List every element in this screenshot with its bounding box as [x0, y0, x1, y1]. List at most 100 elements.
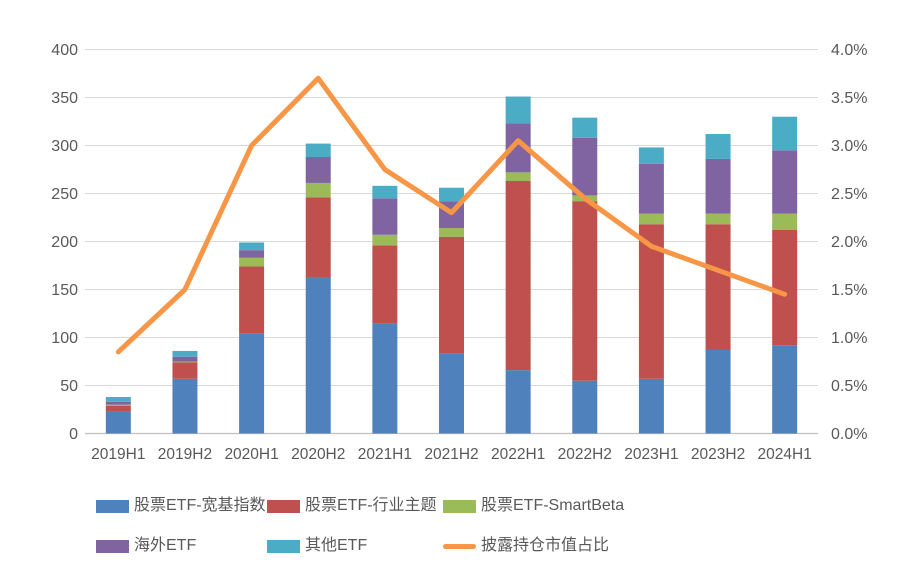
left-axis-tick-label: 200 [51, 234, 78, 251]
legend-row: 股票ETF-宽基指数 股票ETF-行业主题 股票ETF-SmartBeta [0, 488, 916, 528]
bar-segment [638, 213, 664, 225]
legend-item: 股票ETF-宽基指数 [96, 496, 266, 516]
bar-segment [772, 213, 798, 230]
x-axis-category-label: 2019H1 [91, 446, 145, 463]
left-axis-tick-label: 100 [51, 330, 78, 347]
bar-segment [439, 353, 464, 434]
bar-segment [105, 404, 131, 406]
bar-segment [705, 213, 731, 225]
legend-label: 海外ETF [134, 537, 197, 554]
x-axis-category-label: 2020H1 [224, 446, 278, 463]
legend-label: 披露持仓市值占比 [481, 537, 610, 554]
right-axis-tick-label: 4.0% [831, 42, 867, 59]
legend-item: 股票ETF-SmartBeta [443, 496, 624, 516]
bar-segment [772, 116, 798, 151]
bar-segment [305, 197, 331, 278]
bar-segment [305, 157, 331, 183]
bar-segment [239, 250, 265, 258]
x-axis-category-label: 2021H2 [424, 446, 478, 463]
bar-segment [638, 163, 664, 214]
right-axis-tick-label: 0.5% [831, 378, 867, 395]
left-axis-tick-label: 250 [51, 186, 78, 203]
bar-segment [105, 411, 131, 434]
bar-segment [372, 234, 398, 246]
chart-legend: 股票ETF-宽基指数 股票ETF-行业主题 股票ETF-SmartBeta 海外ETF… [0, 488, 916, 568]
legend-color-swatch-icon [96, 539, 129, 553]
right-axis-tick-label: 1.5% [831, 282, 867, 299]
right-axis-tick-label: 3.0% [831, 138, 867, 155]
x-axis-category-label: 2019H2 [158, 446, 212, 463]
right-axis-tick-label: 3.5% [831, 90, 867, 107]
x-axis-category-label: 2024H1 [758, 446, 812, 463]
left-axis-tick-label: 300 [51, 138, 78, 155]
x-axis-category-label: 2022H2 [558, 446, 612, 463]
x-axis-category-label: 2023H1 [624, 446, 678, 463]
bar-segment [372, 323, 398, 434]
legend-item: 其他ETF [267, 536, 367, 556]
bar-segment [239, 266, 265, 334]
bar-segment [505, 96, 531, 124]
legend-color-swatch-icon [267, 499, 300, 513]
bar-segment [572, 137, 598, 196]
bar-segment [638, 147, 664, 164]
bar-segment [372, 185, 398, 199]
bar-segment [505, 370, 531, 434]
bar-segment [705, 133, 731, 159]
bar-segment [638, 378, 664, 434]
left-axis-tick-label: 350 [51, 90, 78, 107]
legend-line-marker-icon [443, 543, 476, 549]
bar-segment [239, 257, 265, 267]
left-axis-tick-label: 400 [51, 42, 78, 59]
legend-color-swatch-icon [267, 539, 300, 553]
bar-segment [305, 143, 331, 158]
bar-segment [705, 158, 731, 214]
bar-segment [572, 117, 598, 138]
bar-segment [172, 350, 198, 357]
left-axis-tick-label: 0 [69, 426, 78, 443]
bar-segment [439, 236, 464, 354]
bar-segment [439, 228, 464, 237]
right-axis-tick-label: 1.0% [831, 330, 867, 347]
legend-item: 股票ETF-行业主题 [267, 496, 437, 516]
bar-segment [105, 405, 131, 412]
line-series [115, 75, 788, 355]
right-axis-tick-label: 2.5% [831, 186, 867, 203]
bar-segment [705, 349, 731, 434]
x-axis-category-label: 2021H1 [358, 446, 412, 463]
legend-label: 其他ETF [305, 537, 368, 554]
bar-segment [305, 182, 331, 198]
bar-segment [239, 242, 265, 251]
bar-segment [105, 401, 131, 405]
left-axis-tick-label: 150 [51, 282, 78, 299]
legend-color-swatch-icon [96, 499, 129, 513]
right-axis-tick-label: 0.0% [831, 426, 867, 443]
bar-segment [105, 397, 131, 402]
chart-canvas: 0 50 100 150 200 250 300 350 400 0.0% 0.5% 1.0% 1.5%… [51, 42, 867, 463]
bar-segment [305, 277, 331, 434]
right-axis-tick-label: 2.0% [831, 234, 867, 251]
legend-row: 海外ETF 其他ETF 披露持仓市值占比 [0, 528, 916, 568]
legend-label: 股票ETF-宽基指数 [134, 497, 266, 514]
bar-segment [705, 224, 731, 350]
bar-segment [239, 333, 265, 434]
bar-segment [772, 150, 798, 214]
legend-label: 股票ETF-行业主题 [305, 497, 437, 514]
bar-segment [439, 187, 464, 202]
bar-segment [172, 356, 198, 362]
bar-segment [172, 378, 198, 434]
bar-segment [505, 181, 531, 371]
x-axis-category-label: 2022H1 [491, 446, 545, 463]
legend-label: 股票ETF-SmartBeta [481, 497, 625, 514]
bar-segment [172, 362, 198, 379]
x-axis-category-label: 2020H2 [291, 446, 345, 463]
bar-segment [372, 198, 398, 235]
legend-item: 海外ETF [96, 536, 196, 556]
left-axis-tick-label: 50 [60, 378, 78, 395]
bar-segment [172, 361, 198, 363]
bar-segment [772, 345, 798, 434]
bar-segment [572, 380, 598, 434]
bar-segment [372, 245, 398, 324]
legend-color-swatch-icon [443, 499, 476, 513]
bar-segment [572, 201, 598, 381]
